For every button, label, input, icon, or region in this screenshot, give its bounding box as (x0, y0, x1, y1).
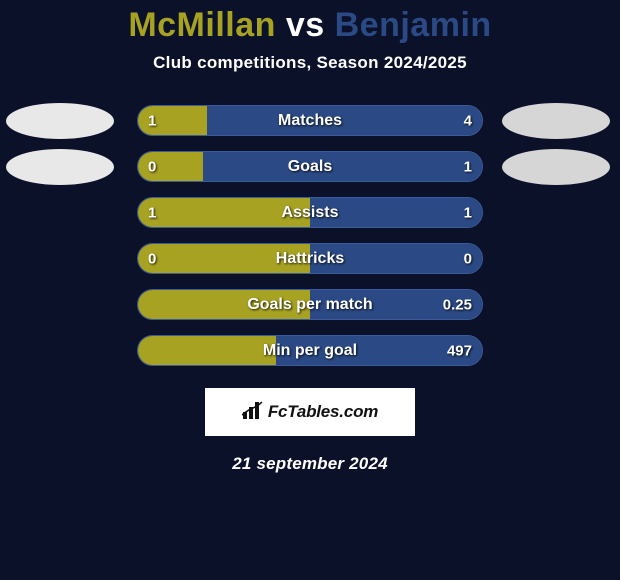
bar-chart-icon (242, 400, 264, 425)
stat-label: Hattricks (276, 250, 344, 268)
title-vs: vs (286, 6, 325, 44)
stat-label: Min per goal (263, 342, 357, 360)
stat-value-right: 497 (447, 342, 472, 359)
stat-row: 0 1 Goals (0, 151, 620, 182)
stat-bar: 1 4 Matches (137, 105, 483, 136)
stat-row: 0 0 Hattricks (0, 243, 620, 274)
stat-bar-right-fill (207, 106, 482, 135)
date-label: 21 september 2024 (0, 454, 620, 474)
title-right: Benjamin (335, 6, 492, 44)
stat-value-right: 4 (464, 112, 472, 129)
stat-row: 497 Min per goal (0, 335, 620, 366)
stat-value-left: 1 (148, 204, 156, 221)
stat-label: Matches (278, 112, 342, 130)
stat-row: 1 4 Matches (0, 105, 620, 136)
logo-box[interactable]: FcTables.com (205, 388, 415, 436)
stat-value-right: 0.25 (443, 296, 472, 313)
stat-row: 0.25 Goals per match (0, 289, 620, 320)
avatar-left (6, 149, 114, 185)
stat-bar: 497 Min per goal (137, 335, 483, 366)
stat-label: Goals per match (247, 296, 372, 314)
stat-value-right: 0 (464, 250, 472, 267)
stat-label: Assists (282, 204, 339, 222)
stat-label: Goals (288, 158, 332, 176)
stat-value-left: 1 (148, 112, 156, 129)
title-left: McMillan (128, 6, 276, 44)
avatar-right (502, 103, 610, 139)
stat-bar: 0 0 Hattricks (137, 243, 483, 274)
stat-value-right: 1 (464, 158, 472, 175)
page-title: McMillan vs Benjamin (0, 0, 620, 45)
avatar-left (6, 103, 114, 139)
subtitle: Club competitions, Season 2024/2025 (0, 53, 620, 73)
stat-bar: 1 1 Assists (137, 197, 483, 228)
stat-bar-right-fill (203, 152, 482, 181)
stat-bar-left-fill (138, 336, 276, 365)
stat-bar: 0 1 Goals (137, 151, 483, 182)
stat-row: 1 1 Assists (0, 197, 620, 228)
stat-value-left: 0 (148, 158, 156, 175)
stats-container: 1 4 Matches 0 1 Goals 1 1 Assists 0 0 Hattricks 0.25… (0, 105, 620, 366)
stat-value-right: 1 (464, 204, 472, 221)
avatar-right (502, 149, 610, 185)
logo-text: FcTables.com (268, 402, 378, 422)
stat-bar: 0.25 Goals per match (137, 289, 483, 320)
stat-value-left: 0 (148, 250, 156, 267)
